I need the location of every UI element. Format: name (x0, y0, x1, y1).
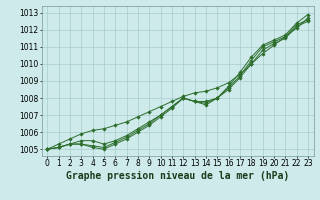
X-axis label: Graphe pression niveau de la mer (hPa): Graphe pression niveau de la mer (hPa) (66, 171, 289, 181)
